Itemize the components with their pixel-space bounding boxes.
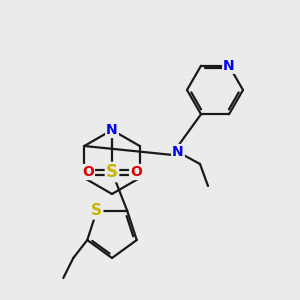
Text: N: N bbox=[172, 145, 184, 159]
Text: S: S bbox=[106, 163, 118, 181]
Text: S: S bbox=[91, 203, 102, 218]
Text: N: N bbox=[223, 59, 235, 73]
Text: O: O bbox=[130, 165, 142, 179]
Text: N: N bbox=[106, 123, 118, 137]
Text: O: O bbox=[82, 165, 94, 179]
